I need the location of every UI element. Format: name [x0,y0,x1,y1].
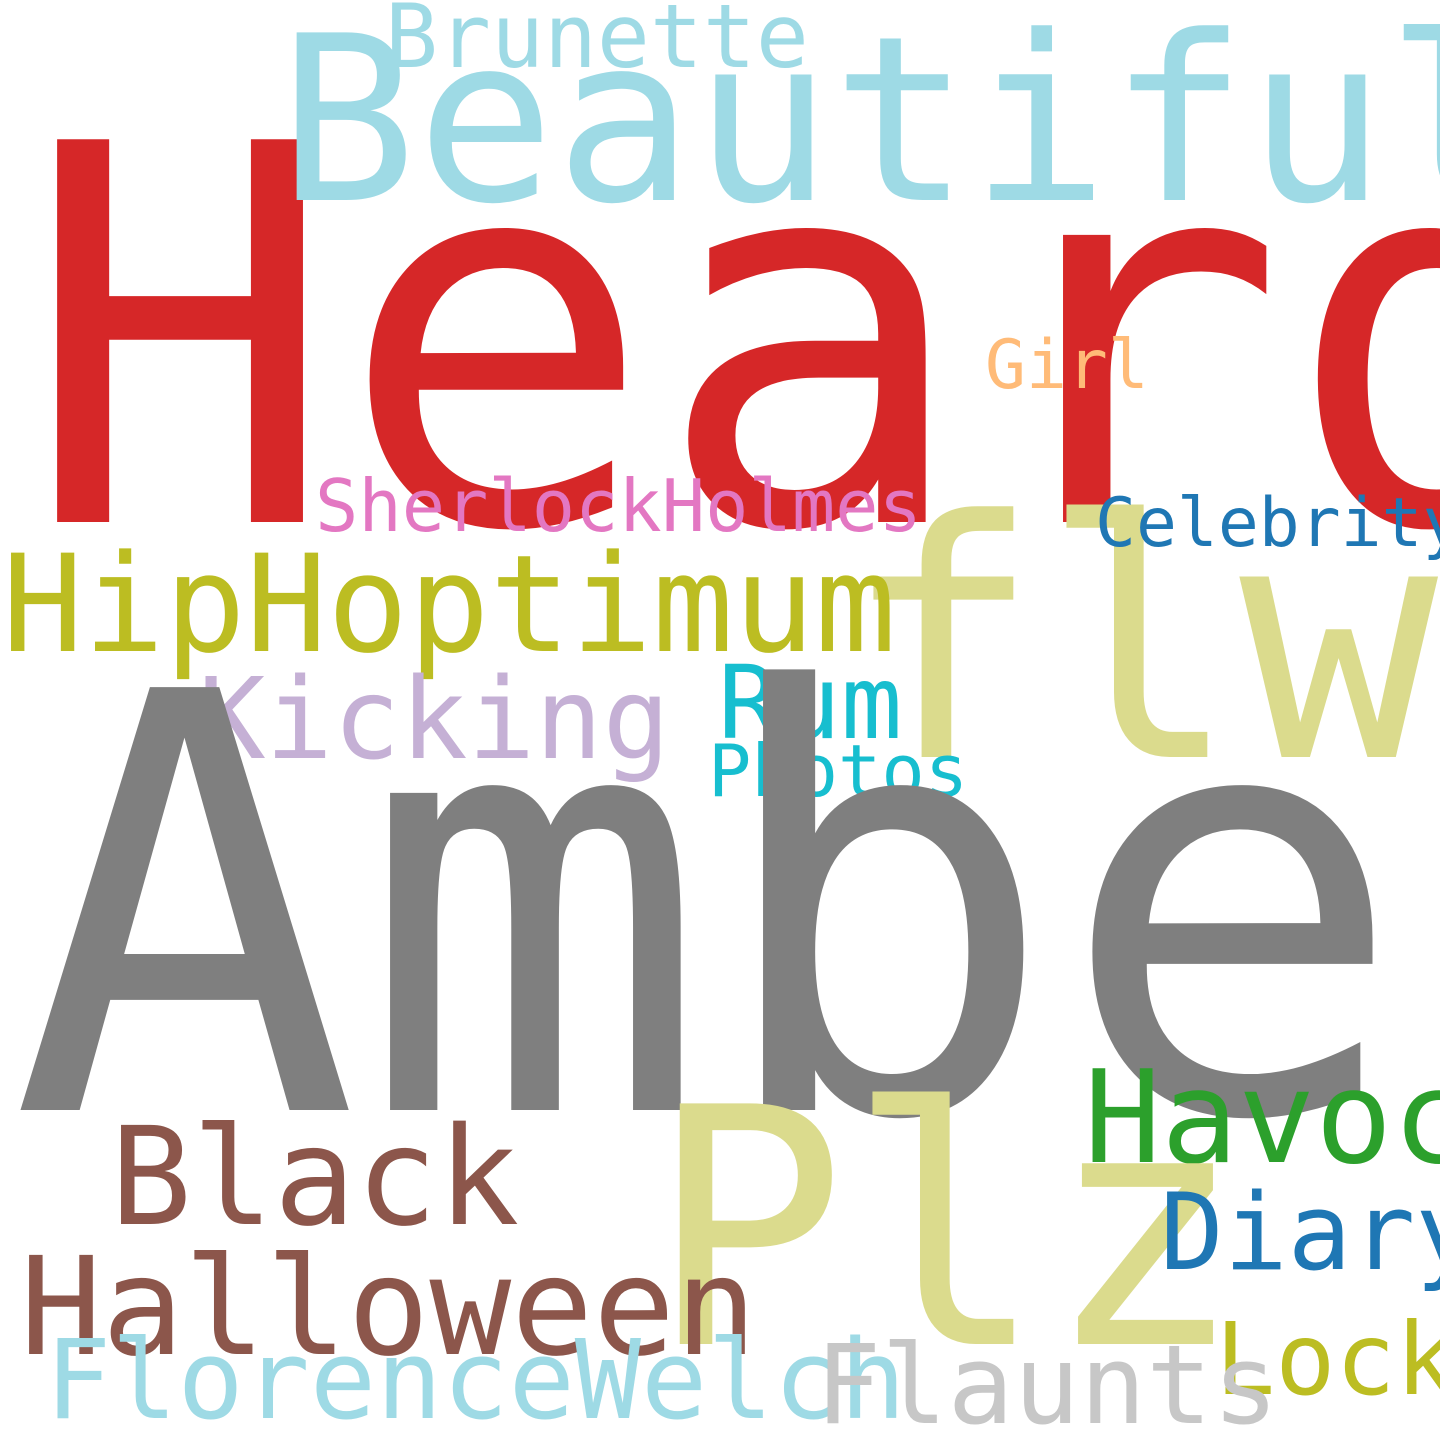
word-black: Black [110,1099,520,1257]
word-flw: flw [842,451,1439,835]
word-hiphoptimum: HipHoptimum [2,526,897,683]
word-rum: Rum [718,644,903,763]
word-florencewelch: FlorenceWelch [45,1316,906,1444]
word-diary: Diary [1160,1171,1440,1294]
word-kicking: Kicking [198,655,671,785]
word-plz: Plz [648,1038,1245,1422]
word-halloween: Halloween [20,1229,757,1387]
word-sherlockholmes: SherlockHolmes [315,464,922,548]
word-celebrity: Celebrity [1095,484,1440,563]
word-heard: Heard [22,35,1440,646]
word-amber: Amber [10,572,1440,1247]
word-havoc: Havoc [1084,1044,1440,1193]
word-photos: Photos [708,729,969,813]
word-brunette: Brunette [385,0,809,88]
word-lock: Lock [1215,1301,1440,1418]
word-flaunts: Flaunts [815,1321,1279,1449]
word-girl: Girl [985,326,1149,405]
word-beautiful: Beautiful [278,0,1440,255]
